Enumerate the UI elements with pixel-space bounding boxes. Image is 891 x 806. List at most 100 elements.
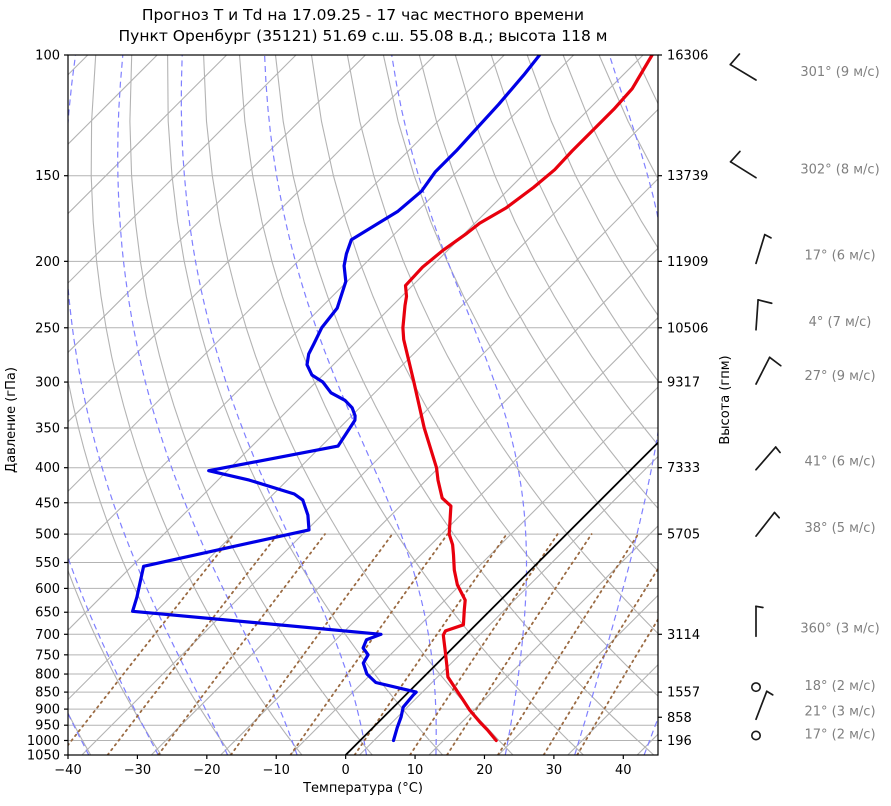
- pressure-tick-label: 300: [35, 376, 60, 391]
- wind-speed-label: 21° (3 м/с): [804, 704, 875, 719]
- wind-barb-feather: [729, 53, 741, 66]
- height-tick-label: 9317: [667, 376, 700, 391]
- reference-lines-layer: [68, 55, 891, 755]
- mixing-ratio-line: [289, 533, 449, 755]
- dry-adiabat-line: [68, 569, 162, 755]
- height-tick-label: 1557: [667, 686, 700, 701]
- zero-isotherm-line: [345, 441, 658, 755]
- height-tick-label: 13739: [667, 169, 708, 184]
- axes-layer: 1001502002503003504004505005506006507007…: [27, 49, 708, 779]
- wind-barb: [755, 299, 773, 331]
- isotherm-line: [636, 733, 658, 755]
- dry-adiabat-line: [634, 55, 658, 105]
- mixing-ratio-line: [353, 533, 508, 755]
- pressure-tick-label: 200: [35, 255, 60, 270]
- wind-speed-label: 38° (5 м/с): [804, 521, 875, 536]
- chart-title: Прогноз T и Td на 17.09.25 - 17 час мест…: [142, 6, 584, 24]
- temperature-tick-label: −20: [193, 763, 220, 778]
- dry-adiabat-line: [490, 55, 658, 382]
- dry-adiabat-line: [129, 55, 373, 755]
- isotherm-line: [68, 55, 575, 562]
- wind-barb-feather: [773, 511, 781, 519]
- wind-barb-staff: [755, 690, 768, 721]
- wind-barb-feather: [774, 446, 781, 454]
- pressure-tick-label: 1000: [27, 734, 60, 749]
- wind-speed-label: 360° (3 м/с): [800, 621, 879, 636]
- winds-layer: 301° (9 м/с) 302° (8 м/с) 17° (6 м/с) 4° (7…: [729, 53, 880, 742]
- pressure-tick-label: 750: [35, 648, 60, 663]
- dry-adiabat-line: [454, 55, 658, 446]
- wind-speed-label: 18° (2 м/с): [804, 679, 875, 694]
- pressure-tick-label: 100: [35, 49, 60, 64]
- isotherm-line: [68, 55, 436, 423]
- wind-barb-staff: [755, 511, 776, 537]
- dry-adiabat-line: [346, 55, 658, 635]
- dry-adiabat-line: [598, 55, 658, 180]
- isotherm-line: [497, 594, 658, 755]
- mixing-ratio-line: [229, 533, 394, 755]
- chart-subtitle: Пункт Оренбург (35121) 51.69 с.ш. 55.08 …: [119, 27, 608, 45]
- wind-barb-feather: [755, 605, 764, 609]
- wind-barb: [755, 690, 774, 721]
- moist-adiabat-line: [264, 55, 437, 755]
- mixing-ratio-line: [542, 567, 658, 755]
- isotherm-line: [220, 316, 658, 755]
- isotherm-line: [81, 178, 658, 755]
- wind-barb-staff: [755, 446, 777, 471]
- wind-barb: [755, 446, 781, 471]
- pressure-tick-label: 600: [35, 582, 60, 597]
- wind-barb-staff: [729, 63, 757, 81]
- pressure-tick-label: 550: [35, 556, 60, 571]
- isotherm-line: [68, 55, 227, 215]
- moist-adiabat-line: [68, 555, 159, 755]
- mixing-ratio-line: [157, 533, 326, 755]
- wind-barb: [755, 233, 772, 265]
- temperature-tick-label: 30: [546, 763, 563, 778]
- temperature-tick-label: −10: [263, 763, 290, 778]
- wind-barb: [729, 53, 757, 81]
- height-tick-label: 196: [667, 734, 692, 749]
- isotherm-line: [428, 525, 658, 755]
- wind-barb: [755, 605, 764, 638]
- pressure-tick-label: 400: [35, 461, 60, 476]
- wind-barb-staff: [755, 233, 766, 265]
- isotherm-line: [150, 247, 658, 755]
- wind-barb-staff: [729, 160, 757, 179]
- isotherm-line: [359, 455, 658, 755]
- isotherm-line: [68, 55, 505, 493]
- temperature-tick-label: 0: [342, 763, 350, 778]
- wind-barb-feather: [763, 233, 772, 239]
- height-tick-label: 10506: [667, 321, 708, 336]
- isotherm-line: [68, 55, 366, 354]
- wind-speed-label: 27° (9 м/с): [804, 369, 875, 384]
- wind-speed-label: 302° (8 м/с): [800, 163, 879, 178]
- dry-adiabat-line: [671, 55, 891, 755]
- pressure-tick-label: 850: [35, 686, 60, 701]
- height-tick-label: 16306: [667, 49, 708, 64]
- wind-barb: [729, 150, 757, 179]
- isotherm-line: [289, 386, 658, 755]
- pressure-axis-label: Давление (гПа): [4, 367, 19, 473]
- temperature-curve: [401, 55, 654, 743]
- pressure-tick-label: 650: [35, 606, 60, 621]
- pressure-tick-label: 450: [35, 496, 60, 511]
- wind-barb: [755, 356, 782, 385]
- pressure-tick-label: 1050: [27, 749, 60, 764]
- dewpoint-curve: [131, 55, 542, 743]
- mixing-ratio-line: [106, 533, 279, 755]
- height-tick-label: 7333: [667, 461, 700, 476]
- mixing-ratio-line: [446, 533, 593, 755]
- wind-speed-label: 17° (2 м/с): [804, 727, 875, 742]
- wind-barb-feather: [729, 150, 741, 163]
- mixing-ratio-line: [409, 533, 559, 755]
- wind-barb-staff: [755, 299, 759, 331]
- height-axis-label: Высота (гпм): [718, 355, 733, 444]
- isotherm-line: [68, 55, 158, 145]
- moist-adiabat-line: [68, 55, 229, 755]
- temperature-tick-label: 40: [615, 763, 632, 778]
- height-tick-label: 11909: [667, 255, 708, 270]
- wind-barb-staff: [755, 356, 771, 385]
- wind-speed-label: 301° (9 м/с): [800, 65, 879, 80]
- wind-speed-label: 4° (7 м/с): [809, 315, 872, 330]
